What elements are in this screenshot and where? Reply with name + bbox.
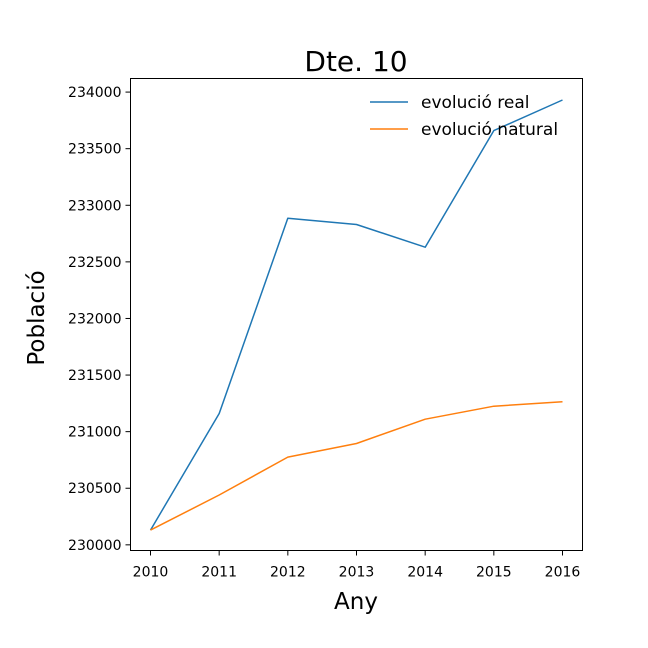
x-tick-label: 2015 [476,565,512,581]
y-tick-label: 231500 [68,368,121,384]
legend: evolució real evolució natural [370,93,558,140]
y-tick-label: 232000 [68,311,121,327]
y-axis: 230000 230500 231000 231500 232000 232500 2330… [68,85,131,554]
y-tick-label: 233000 [68,198,121,214]
series-line-0 [149,99,563,531]
y-tick-label: 230000 [68,538,121,554]
y-axis-label: Població [24,270,50,365]
chart-title: Dte. 10 [304,45,407,78]
x-tick-label: 2013 [339,565,375,581]
x-tick-label: 2014 [407,565,443,581]
x-tick-label: 2010 [133,565,169,581]
y-tick-label: 230500 [68,481,121,497]
y-tick-label: 233500 [68,142,121,158]
x-axis: 2010 2011 2012 2013 2014 2015 2016 [133,550,581,581]
legend-label: evolució natural [421,120,558,140]
x-axis-label: Any [334,589,378,615]
series-line-1 [150,400,563,531]
x-tick-label: 2016 [545,565,581,581]
x-tick-label: 2011 [201,565,237,581]
legend-label: evolució real [421,93,530,113]
y-tick-label: 234000 [68,85,121,101]
y-tick-label: 232500 [68,255,121,271]
series-lines [149,99,563,531]
y-tick-label: 231000 [68,425,121,441]
x-tick-label: 2012 [270,565,306,581]
plot-area-frame [130,78,583,551]
